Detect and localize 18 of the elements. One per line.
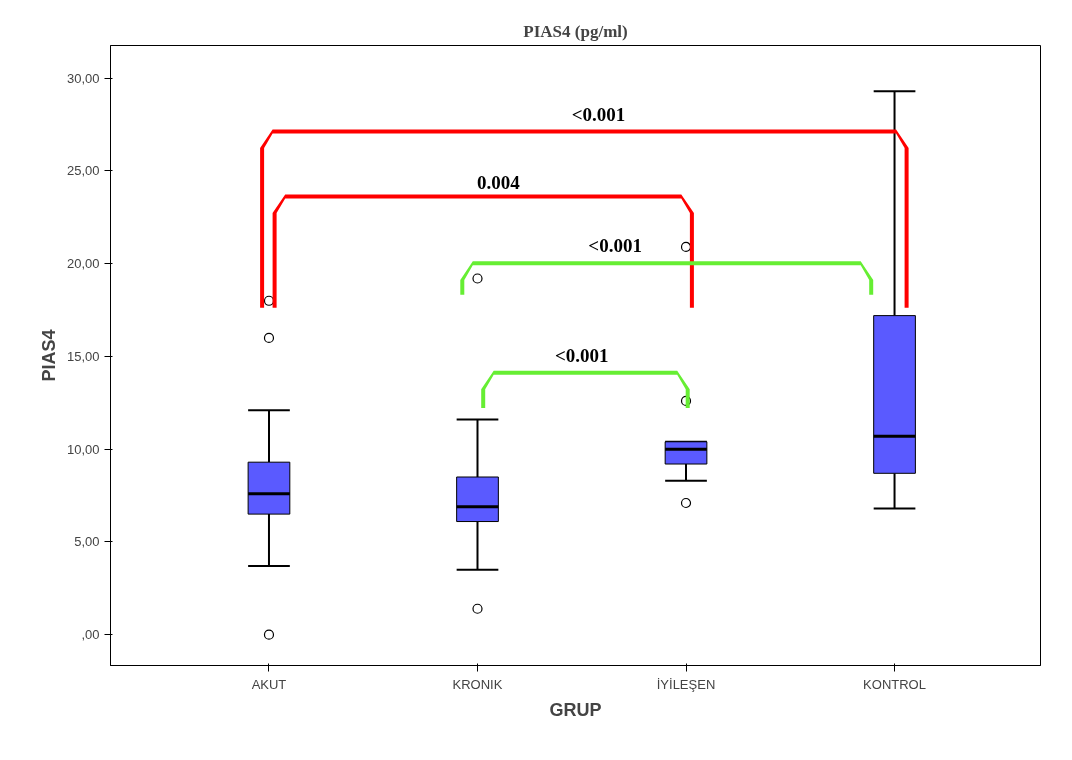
y-tick-label: 10,00 (66, 441, 100, 457)
y-tick-label: 30,00 (66, 70, 100, 86)
x-tick-label: AKUT (251, 676, 287, 692)
y-tick-label: 20,00 (66, 256, 100, 272)
annotation: <0.001 (571, 103, 626, 125)
y-tick-label: 5,00 (74, 534, 100, 550)
annotation: <0.001 (588, 235, 642, 257)
annotation: <0.001 (554, 344, 609, 366)
y-tick-label: 25,00 (66, 163, 100, 179)
y-axis-title: PIAS4 (38, 329, 59, 382)
y-tick-label: 15,00 (66, 348, 100, 364)
x-tick-label: KONTROL (863, 676, 926, 692)
x-tick-label: KRONIK (452, 676, 503, 692)
annotation: 0.004 (476, 172, 521, 194)
x-tick-label: İYİLEŞEN (656, 676, 716, 692)
chart-title: PIAS4 (pg/ml) (523, 21, 628, 41)
y-tick-label: ,00 (81, 627, 100, 643)
x-axis-title: GRUP (549, 699, 602, 720)
